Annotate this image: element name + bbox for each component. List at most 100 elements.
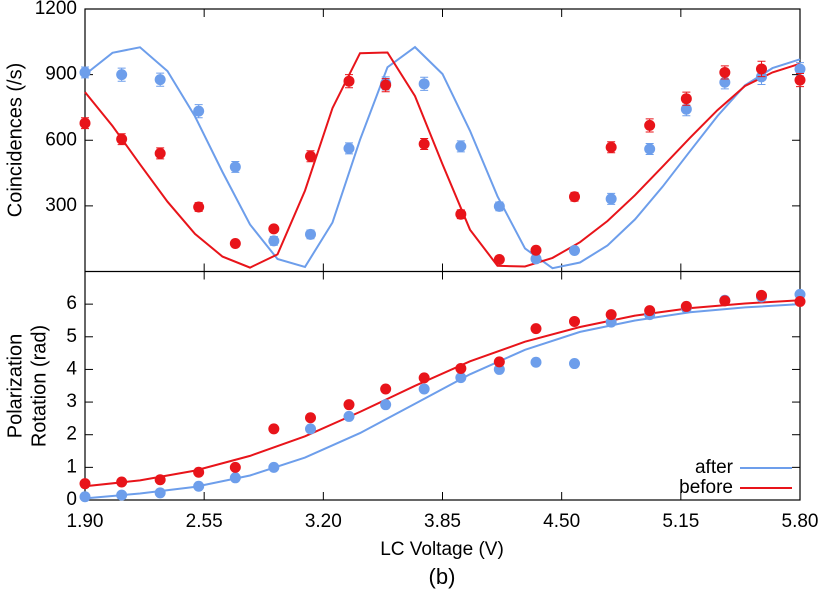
data-point (680, 300, 692, 312)
data-point (305, 150, 316, 162)
data-point (380, 79, 392, 91)
data-point (605, 141, 617, 153)
data-point (305, 228, 316, 240)
fit-line (84, 299, 801, 488)
data-point (644, 143, 656, 155)
data-point (418, 78, 430, 90)
data-point (229, 461, 241, 473)
x-tick-label: 5.80 (782, 511, 819, 532)
data-point (343, 399, 355, 411)
data-point (343, 410, 355, 422)
data-point (116, 69, 128, 81)
legend-label: before (679, 477, 733, 498)
y-tick-label: 2 (66, 424, 77, 445)
data-point (305, 412, 316, 424)
x-tick-label: 5.15 (662, 511, 699, 532)
data-point (193, 466, 205, 478)
data-point (79, 117, 91, 129)
data-point (455, 208, 467, 220)
data-point (530, 323, 542, 335)
y-tick-label: 600 (45, 129, 77, 150)
y-tick-label: 300 (45, 195, 77, 216)
data-point (493, 356, 505, 368)
data-point (193, 480, 205, 492)
data-point (229, 161, 241, 173)
data-point (680, 93, 692, 105)
data-point (343, 142, 355, 154)
data-point (79, 478, 91, 490)
data-point (116, 476, 128, 488)
data-point (455, 362, 467, 374)
data-point (719, 66, 731, 78)
data-point (644, 119, 656, 131)
fit-line (84, 51, 801, 269)
data-point (530, 253, 542, 265)
data-point (154, 74, 166, 86)
data-point (794, 63, 806, 75)
x-tick-label: 2.55 (186, 511, 223, 532)
data-point (756, 289, 767, 301)
data-point (229, 472, 241, 484)
y-tick-label: 0 (66, 489, 77, 510)
data-point (569, 245, 580, 256)
data-point (493, 253, 505, 265)
data-point (493, 200, 505, 212)
data-point (154, 147, 166, 159)
y-axis-label: Coincidences (/s) (4, 63, 26, 218)
data-point (79, 66, 91, 78)
data-point (154, 474, 166, 486)
y-tick-label: 6 (66, 293, 77, 314)
data-point (268, 235, 280, 247)
plot-frame (84, 8, 801, 501)
legend-label: after (695, 457, 734, 478)
data-point (268, 461, 280, 473)
data-point (794, 296, 806, 308)
data-point (116, 489, 128, 501)
data-point (605, 309, 617, 321)
data-point (343, 75, 355, 87)
data-point (154, 487, 166, 499)
data-point (455, 140, 467, 152)
x-tick-label: 1.90 (67, 511, 104, 532)
y-tick-label: 4 (66, 358, 77, 379)
data-point (79, 491, 91, 503)
y-tick-label: 5 (66, 326, 77, 347)
data-point (268, 223, 280, 235)
data-point (605, 193, 617, 205)
fit-line (84, 45, 801, 270)
data-point (644, 305, 656, 317)
y-axis-label: Rotation (rad) (28, 325, 50, 447)
y-tick-label: 1 (66, 456, 77, 477)
data-point (116, 133, 128, 145)
data-point (193, 201, 205, 213)
data-point (418, 383, 430, 395)
fit-line (84, 303, 801, 500)
data-point (455, 372, 467, 384)
data-point (268, 423, 280, 435)
data-point (569, 358, 580, 370)
data-point (530, 356, 542, 368)
y-tick-label: 900 (45, 64, 77, 85)
data-point (229, 238, 241, 249)
data-point (380, 399, 392, 411)
x-axis-label: LC Voltage (V) (380, 539, 504, 560)
data-point (680, 103, 692, 115)
data-point (569, 315, 580, 327)
y-tick-label: 3 (66, 391, 77, 412)
data-point (756, 63, 767, 75)
y-axis-label: Polarization (4, 334, 26, 439)
x-tick-label: 3.85 (424, 511, 461, 532)
data-point (530, 244, 542, 256)
x-tick-label: 3.20 (305, 511, 342, 532)
data-point (418, 138, 430, 150)
x-tick-label: 4.50 (543, 511, 580, 532)
data-point (569, 191, 580, 203)
data-point (380, 383, 392, 395)
data-point (719, 295, 731, 307)
data-point (719, 76, 731, 88)
data-point (418, 372, 430, 384)
y-tick-label: 1200 (35, 0, 77, 19)
data-point (193, 105, 205, 117)
caption: (b) (429, 564, 456, 589)
